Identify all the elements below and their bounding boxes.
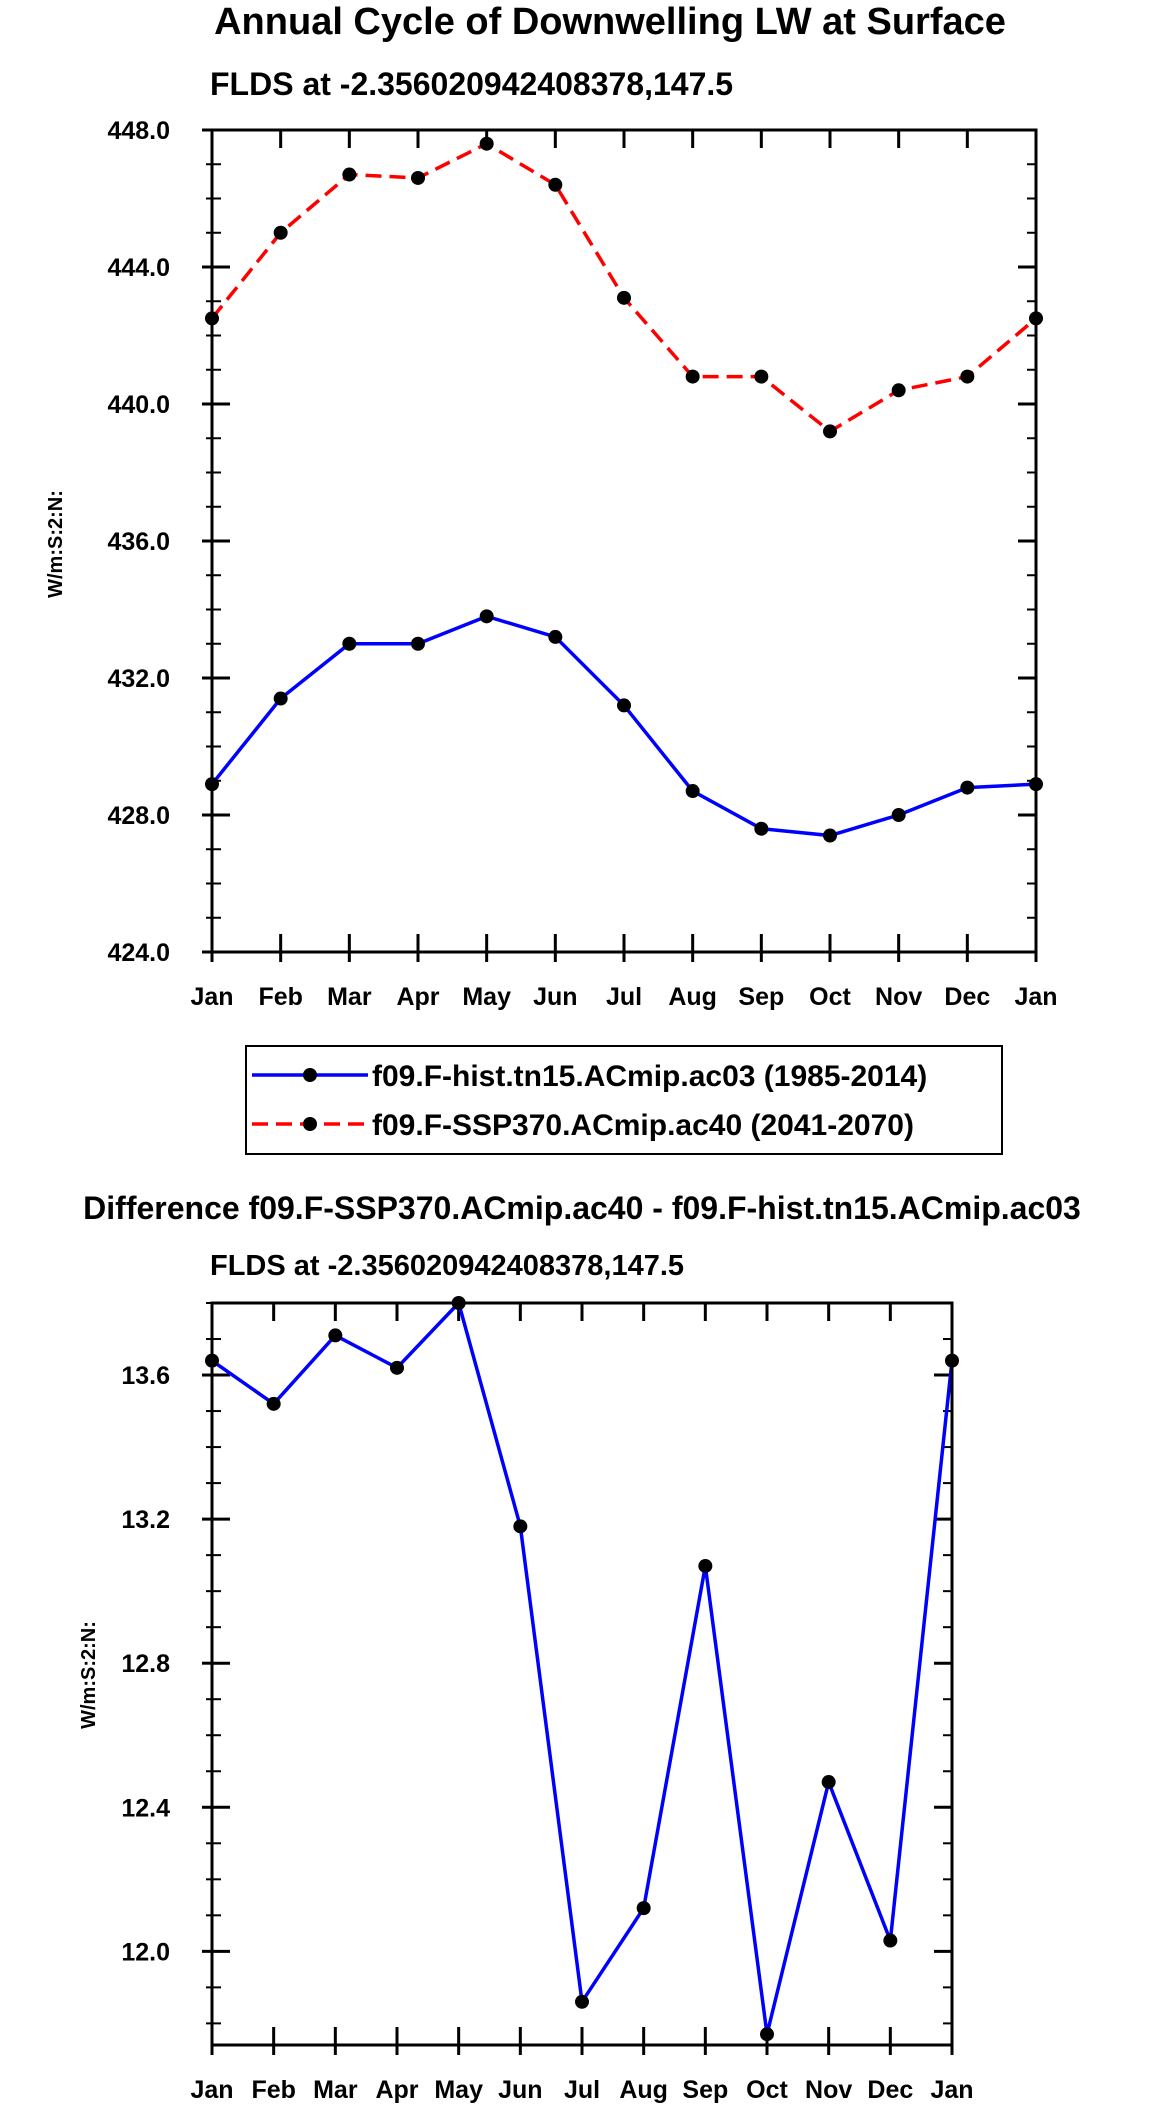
y-tick-label: 436.0 [107, 528, 170, 556]
annual-cycle-chart: Annual Cycle of Downwelling LW at Surfac… [45, 1, 1058, 1011]
y-tick-label: 12.0 [121, 1938, 170, 1966]
chart1-legend: f09.F-hist.tn15.ACmip.ac03 (1985-2014) f… [245, 1045, 1003, 1155]
series-line-1 [210, 141, 1038, 434]
data-point-s1-3 [411, 170, 425, 185]
y-tick-label: 440.0 [107, 391, 170, 419]
x-tick-label: Oct [809, 983, 851, 1011]
x-tick-label: Nov [875, 983, 922, 1011]
x-tick-label: Aug [619, 2076, 668, 2104]
y-tick-label: 13.6 [121, 1362, 170, 1390]
data-point-s1-4 [479, 136, 494, 151]
chart2-y-tick-labels: 12.0 12.4 12.8 13.2 13.6 [121, 1362, 170, 1966]
chart1-ticks [202, 128, 1038, 962]
chart2-plot-frame [210, 1301, 954, 2047]
data-point-s1-8 [754, 369, 769, 384]
data-point-s0-8 [754, 821, 769, 836]
data-point-s0-10 [891, 808, 906, 822]
difference-chart: Difference f09.F-SSP370.ACmip.ac40 - f09… [78, 1190, 1081, 2104]
legend-box [245, 1045, 1003, 1155]
data-point-s0-6 [575, 1994, 589, 2009]
data-point-s0-9 [823, 828, 837, 843]
x-tick-label: Feb [258, 983, 302, 1011]
x-tick-label: Jul [606, 983, 642, 1011]
chart1-subtitle: FLDS at -2.356020942408378,147.5 [210, 66, 733, 102]
chart2-x-tick-labels: Jan Feb Mar Apr May Jun Jul Aug Sep Oct Nov Dec Jan [190, 2076, 973, 2104]
x-tick-label: Jul [564, 2076, 600, 2104]
x-tick-label: Jan [190, 2076, 233, 2104]
y-tick-label: 432.0 [107, 665, 170, 693]
data-point-s0-3 [390, 1360, 404, 1375]
data-point-s0-6 [617, 698, 631, 713]
data-point-s0-8 [698, 1558, 713, 1573]
data-point-s1-6 [617, 290, 631, 305]
chart1-x-tick-labels: Jan Feb Mar Apr May Jun Jul Aug Sep Oct Nov Dec Jan [190, 983, 1057, 1011]
data-point-s0-5 [548, 629, 563, 644]
x-tick-label: Mar [313, 2076, 358, 2104]
data-point-s0-4 [479, 609, 494, 624]
data-point-s1-1 [273, 225, 288, 240]
legend-label-hist: f09.F-hist.tn15.ACmip.ac03 (1985-2014) [372, 1060, 927, 1093]
x-tick-label: Nov [805, 2076, 852, 2104]
x-tick-label: Sep [682, 2076, 728, 2104]
y-tick-label: 13.2 [121, 1506, 170, 1534]
x-tick-label: Feb [251, 2076, 295, 2104]
y-tick-label: 424.0 [107, 939, 170, 967]
data-point-s0-7 [685, 784, 700, 799]
x-tick-label: Dec [944, 983, 990, 1011]
chart2-ticks [202, 1302, 954, 2055]
y-tick-label: 444.0 [107, 254, 170, 282]
y-tick-label: 12.8 [121, 1650, 170, 1678]
x-tick-label: Aug [668, 983, 717, 1011]
data-point-s0-9 [760, 2027, 774, 2042]
data-point-s0-10 [821, 1775, 836, 1790]
data-point-s0-2 [342, 636, 357, 651]
x-tick-label: Oct [746, 2076, 788, 2104]
data-point-s0-1 [273, 691, 288, 706]
x-tick-label: May [434, 2076, 483, 2104]
x-tick-label: Mar [327, 983, 372, 1011]
x-tick-label: Sep [738, 983, 784, 1011]
chart2-title: Difference f09.F-SSP370.ACmip.ac40 - f09… [83, 1190, 1081, 1226]
data-point-s0-3 [411, 636, 425, 651]
data-point-s1-11 [960, 369, 975, 384]
data-point-s0-7 [636, 1901, 651, 1916]
legend-marker-ssp [303, 1117, 317, 1131]
chart1-y-tick-labels: 424.0 428.0 432.0 436.0 440.0 444.0 448.0 [107, 117, 170, 967]
y-tick-label: 428.0 [107, 802, 170, 830]
data-point-s0-2 [328, 1328, 343, 1343]
data-point-s1-10 [891, 383, 906, 398]
x-tick-label: Jun [498, 2076, 542, 2104]
data-point-s0-5 [513, 1519, 528, 1534]
chart1-plot-frame [210, 128, 1038, 954]
data-point-s0-1 [266, 1396, 281, 1411]
x-tick-label: Dec [867, 2076, 913, 2104]
series-line-0 [210, 614, 1037, 838]
x-tick-label: Jan [190, 983, 233, 1011]
data-point-s1-7 [685, 369, 700, 384]
data-point-s1-2 [342, 167, 357, 182]
legend-label-ssp: f09.F-SSP370.ACmip.ac40 (2041-2070) [372, 1109, 914, 1142]
data-point-s0-11 [960, 780, 975, 795]
chart2-y-axis-label: W/m:S:2:N: [78, 1621, 100, 1729]
chart2-series [205, 1296, 959, 2042]
data-point-s1-5 [548, 177, 563, 192]
chart1-series [205, 136, 1043, 843]
x-tick-label: Jan [1014, 983, 1057, 1011]
data-point-s0-11 [883, 1933, 898, 1948]
legend-marker-hist [303, 1068, 317, 1082]
y-tick-label: 448.0 [107, 117, 170, 145]
chart2-subtitle: FLDS at -2.356020942408378,147.5 [210, 1250, 684, 1282]
data-point-s1-9 [823, 424, 837, 439]
x-tick-label: Jun [533, 983, 577, 1011]
series-line-0 [210, 1299, 954, 2035]
y-tick-label: 12.4 [121, 1794, 170, 1822]
x-tick-label: May [462, 983, 511, 1011]
x-tick-label: Apr [396, 983, 439, 1011]
chart1-y-axis-label: W/m:S:2:N: [45, 490, 67, 598]
x-tick-label: Apr [375, 2076, 418, 2104]
chart1-title: Annual Cycle of Downwelling LW at Surfac… [214, 1, 1006, 43]
x-tick-label: Jan [930, 2076, 973, 2104]
